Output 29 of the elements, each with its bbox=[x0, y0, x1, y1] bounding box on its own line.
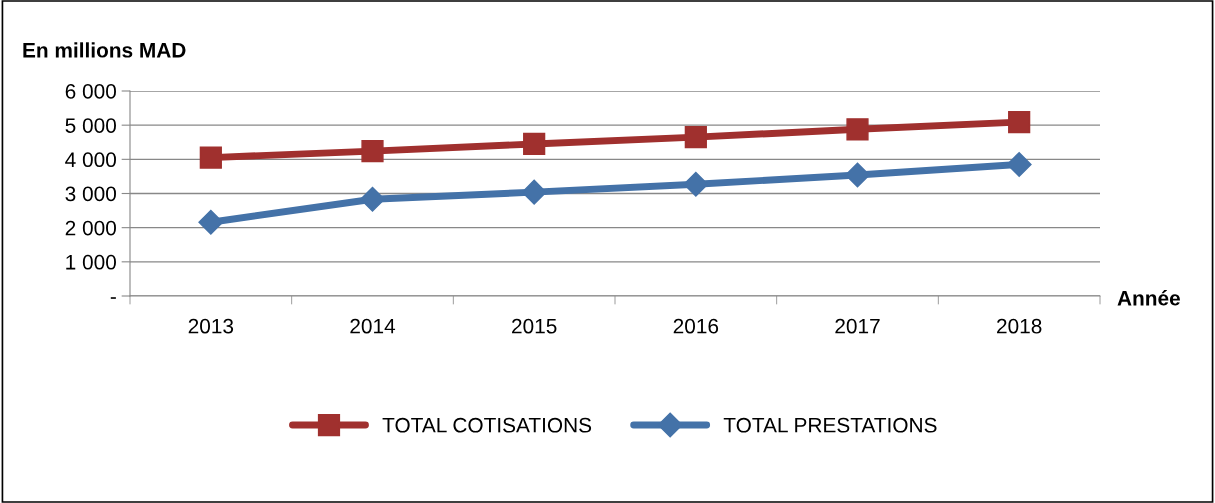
point bbox=[846, 118, 869, 141]
point bbox=[523, 132, 546, 156]
x-tick-label: 2015 bbox=[512, 318, 557, 334]
y-tick-label: 5 000 bbox=[65, 118, 116, 133]
y-tick-label: 1 000 bbox=[66, 254, 116, 270]
point bbox=[360, 186, 385, 212]
x-tick-label: 2018 bbox=[997, 318, 1042, 334]
y-tick-label: 3 000 bbox=[65, 186, 116, 202]
point bbox=[1006, 151, 1032, 177]
x-tick-label: 2014 bbox=[350, 318, 396, 334]
chart-title: En millions MAD bbox=[23, 42, 186, 58]
point bbox=[521, 179, 547, 205]
x-tick-label: 2016 bbox=[673, 318, 719, 334]
y-tick-label: 6 000 bbox=[65, 84, 116, 99]
legend-label: TOTAL PRESTATIONS bbox=[723, 417, 937, 433]
point bbox=[683, 171, 709, 197]
point bbox=[361, 140, 384, 163]
x-tick-label: 2013 bbox=[188, 318, 234, 334]
legend-label: TOTAL COTISATIONS bbox=[382, 417, 592, 433]
point bbox=[199, 146, 222, 169]
x-axis-title: Année bbox=[1117, 290, 1180, 306]
y-tick-label: - bbox=[110, 297, 116, 299]
point bbox=[198, 209, 224, 235]
x-tick-label: 2017 bbox=[835, 318, 880, 334]
y-tick-label: 4 000 bbox=[65, 152, 116, 168]
y-tick-label: 2 000 bbox=[65, 220, 116, 236]
point bbox=[1008, 110, 1031, 134]
point bbox=[684, 126, 707, 149]
point bbox=[845, 162, 870, 188]
